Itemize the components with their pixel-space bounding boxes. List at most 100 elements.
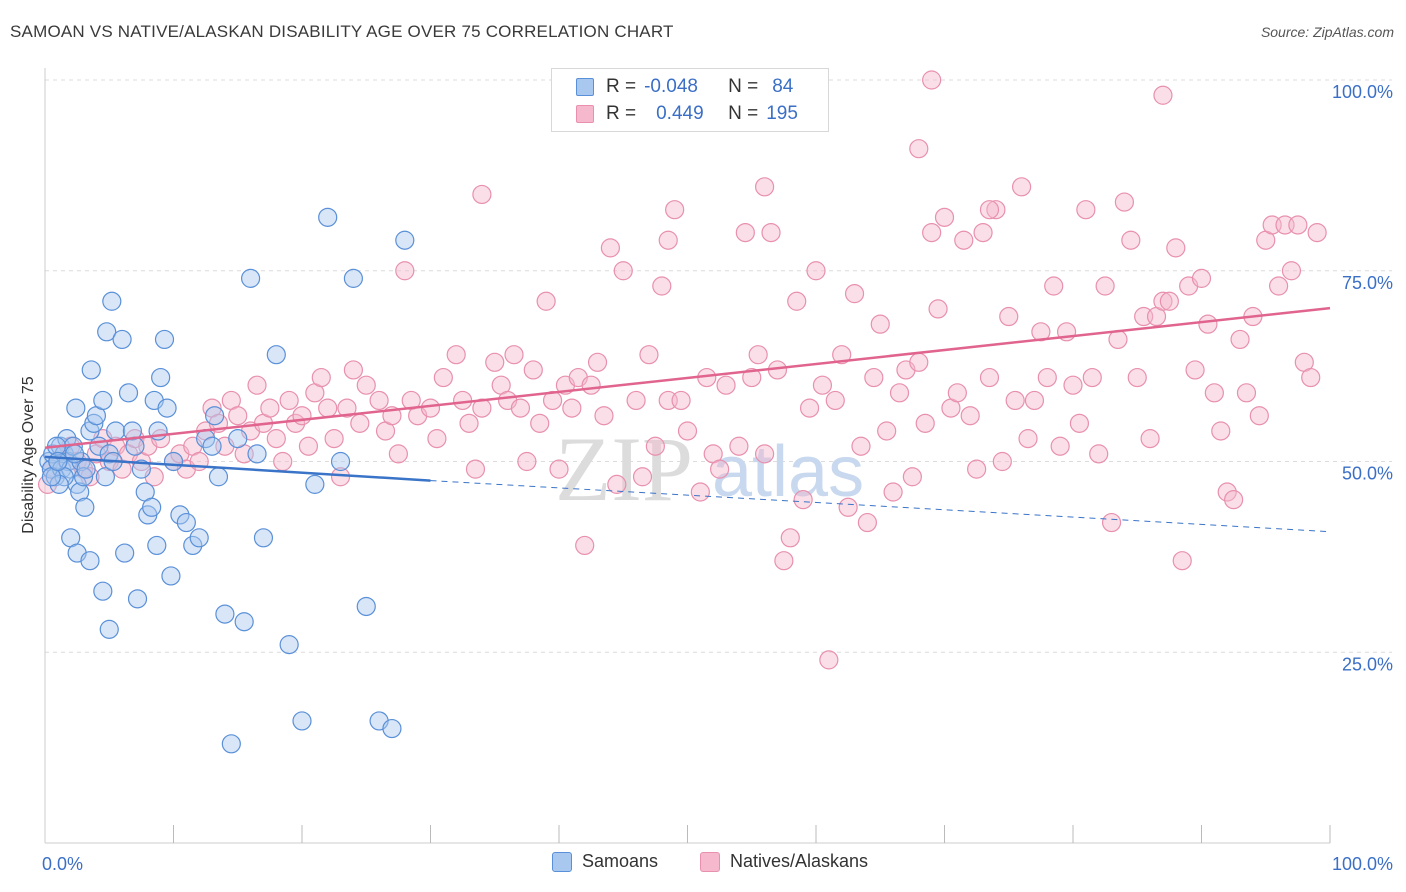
samoan-point — [151, 367, 171, 388]
native-point — [395, 261, 415, 281]
native-point — [973, 223, 993, 243]
native-point — [504, 345, 524, 365]
native-point — [472, 184, 492, 205]
native-point — [909, 139, 929, 159]
y-tick-label: 25.0% — [1342, 654, 1393, 674]
x-tick-label-left: 0.0% — [42, 854, 83, 874]
samoan-point — [125, 436, 145, 456]
legend-n-value-native: 195 — [766, 103, 798, 124]
samoan-point — [215, 604, 235, 624]
bottom-legend-swatch-natives — [700, 851, 720, 872]
bottom-legend-natives: Natives/Alaskans — [700, 851, 868, 872]
samoan-point — [81, 360, 101, 380]
native-point — [1159, 291, 1179, 311]
native-point — [562, 398, 582, 418]
samoan-point — [247, 444, 267, 464]
native-point — [754, 444, 775, 464]
native-point — [388, 444, 408, 464]
native-point — [260, 398, 280, 418]
samoan-point — [93, 581, 113, 601]
native-point — [318, 398, 338, 418]
native-point — [716, 375, 736, 395]
native-point — [754, 177, 775, 197]
samoan-point — [228, 429, 248, 449]
watermark-atlas: atlas — [712, 432, 864, 512]
native-point — [433, 367, 453, 388]
native-point — [710, 459, 730, 479]
native-point — [979, 367, 1000, 388]
legend-n-label: N = — [728, 76, 759, 97]
samoan-point — [318, 207, 338, 227]
native-point — [1172, 551, 1192, 571]
samoan-point — [208, 467, 229, 487]
native-point — [1268, 276, 1289, 296]
native-point — [979, 200, 1000, 220]
samoan-point — [99, 619, 119, 639]
native-point — [465, 459, 486, 479]
samoan-point — [112, 329, 132, 350]
native-point — [922, 223, 942, 243]
samoan-point — [131, 459, 151, 479]
samoan-point — [202, 436, 222, 456]
y-tick-label: 100.0% — [1332, 82, 1393, 102]
legend-row-native: R = 0.449 N = 195 — [576, 102, 798, 126]
native-point — [1204, 383, 1224, 403]
bottom-legend-label-natives: Natives/Alaskans — [730, 851, 869, 871]
samoan-point — [154, 329, 175, 350]
native-point — [549, 459, 569, 479]
native-point — [298, 436, 319, 456]
samoan-point — [395, 230, 415, 250]
native-point — [992, 451, 1012, 472]
legend-r-label: R = — [606, 103, 637, 124]
native-point — [742, 367, 762, 388]
native-point — [934, 207, 955, 227]
native-point — [677, 421, 698, 441]
native-point — [967, 459, 987, 479]
native-point — [510, 398, 531, 418]
native-point — [1011, 177, 1032, 197]
native-point — [1153, 291, 1173, 311]
native-point — [626, 390, 646, 411]
samoan-point — [66, 398, 86, 418]
native-point — [613, 261, 633, 281]
native-point — [780, 528, 800, 548]
native-point — [459, 413, 479, 433]
samoan-point — [253, 528, 274, 548]
native-point — [324, 429, 344, 449]
native-point — [311, 367, 331, 388]
native-point — [1076, 200, 1096, 220]
samoan-point — [305, 474, 325, 494]
samoan-point — [70, 482, 90, 502]
samoan-point — [48, 451, 68, 472]
native-point — [735, 223, 755, 243]
legend-r-label: R = — [606, 76, 637, 97]
native-point — [1050, 436, 1070, 456]
samoan-point — [292, 711, 312, 731]
native-point — [844, 284, 865, 304]
samoan-point — [330, 451, 351, 472]
native-point — [658, 230, 678, 250]
native-point — [1217, 482, 1237, 502]
native-point — [1249, 406, 1269, 426]
native-point — [485, 352, 505, 372]
native-point — [639, 345, 659, 365]
native-point — [986, 200, 1006, 220]
native-point — [228, 406, 248, 426]
native-point — [536, 291, 556, 311]
native-point — [787, 291, 807, 311]
native-point — [369, 390, 389, 411]
native-point — [581, 375, 601, 395]
samoan-point — [161, 566, 181, 586]
native-point — [870, 314, 890, 334]
native-point — [266, 429, 286, 449]
native-point — [446, 345, 466, 365]
chart-source: Source: ZipAtlas.com — [1260, 24, 1394, 40]
native-point — [1114, 192, 1135, 212]
native-trend-line — [44, 306, 1331, 450]
samoan-point — [356, 596, 376, 617]
native-point — [851, 436, 871, 456]
native-point — [838, 497, 858, 517]
native-point — [350, 413, 370, 433]
bottom-legend-samoans: Samoans — [552, 851, 658, 872]
